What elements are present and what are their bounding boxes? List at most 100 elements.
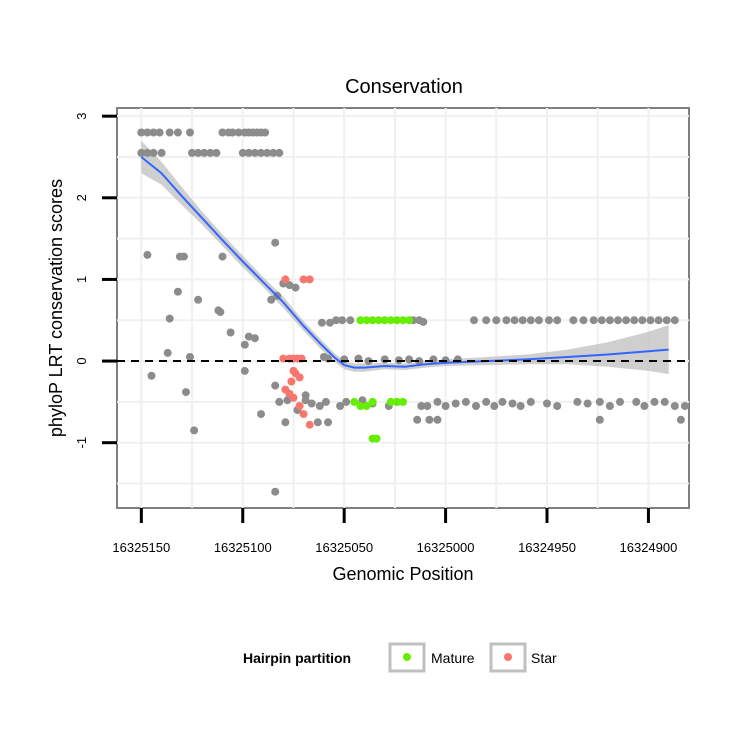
data-point-star: [305, 275, 314, 284]
confidence-ribbon: [141, 140, 669, 375]
data-point-other: [157, 148, 166, 157]
data-point-other: [301, 396, 310, 405]
data-point-other: [182, 388, 190, 397]
data-point-other: [228, 128, 237, 137]
data-point-other: [332, 316, 341, 325]
data-point-other: [417, 402, 426, 410]
data-point-other: [163, 348, 172, 357]
data-point-other: [616, 397, 624, 406]
data-point-other: [271, 487, 280, 496]
data-point-other: [186, 128, 194, 137]
data-point-other: [336, 402, 345, 410]
data-point-other: [143, 250, 152, 259]
data-point-mature: [356, 316, 365, 325]
x-tick-label: 16324950: [518, 540, 576, 555]
data-point-other: [526, 397, 535, 406]
data-point-other: [425, 415, 434, 424]
data-point-other: [165, 128, 174, 137]
data-point-other: [595, 397, 604, 406]
smooth-line: [140, 156, 669, 369]
data-point-other: [147, 371, 156, 380]
data-point-other: [283, 396, 292, 405]
data-point-other: [415, 357, 424, 366]
data-point-other: [218, 128, 227, 137]
data-point-other: [234, 128, 243, 137]
data-point-other: [137, 148, 146, 157]
data-point-other: [510, 316, 519, 325]
data-point-star: [281, 275, 290, 284]
data-point-other: [662, 316, 671, 325]
data-point-other: [338, 316, 347, 325]
data-point-other: [498, 397, 507, 406]
data-point-other: [433, 397, 442, 406]
data-point-other: [583, 399, 592, 408]
data-point-mature: [399, 397, 407, 406]
data-point-star: [305, 420, 314, 429]
data-point-other: [250, 148, 259, 157]
data-point-other: [244, 148, 253, 157]
data-point-other: [490, 402, 499, 410]
data-point-other: [364, 357, 373, 366]
data-point-mature: [392, 397, 401, 406]
x-tick-label: 16325050: [315, 540, 373, 555]
smooth-line-layer: [140, 156, 669, 369]
data-point-other: [670, 316, 679, 325]
data-point-other: [534, 316, 543, 325]
y-tick-label: 1: [74, 276, 89, 283]
data-point-other: [516, 402, 525, 410]
data-point-other: [342, 397, 351, 406]
data-point-other: [526, 316, 535, 325]
data-point-other: [640, 402, 649, 410]
data-point-other: [238, 148, 247, 157]
data-point-other: [155, 128, 164, 137]
data-point-other: [137, 128, 146, 137]
data-point-other: [244, 332, 253, 341]
data-point-other: [206, 148, 215, 157]
data-point-other: [313, 418, 322, 427]
confidence-ribbon-layer: [141, 140, 669, 375]
chart-title: Conservation: [345, 76, 463, 98]
data-point-star: [287, 377, 296, 386]
data-point-other: [149, 148, 158, 157]
data-point-other: [190, 426, 199, 435]
data-point-mature: [362, 316, 371, 325]
data-point-mature: [399, 316, 407, 325]
legend-dot-mature: [403, 653, 411, 661]
data-point-star: [295, 373, 304, 382]
data-point-star: [295, 402, 304, 410]
data-point-other: [470, 316, 478, 325]
data-point-mature: [368, 397, 377, 406]
data-point-other: [630, 316, 639, 325]
data-point-other: [419, 317, 428, 326]
data-point-other: [595, 415, 604, 424]
data-point-other: [660, 397, 669, 406]
data-point-other: [186, 353, 194, 361]
y-tick-label: -1: [74, 437, 89, 449]
data-point-other: [218, 252, 227, 261]
data-point-mature: [350, 397, 359, 406]
data-point-other: [263, 148, 272, 157]
data-point-other: [267, 295, 276, 304]
data-point-other: [271, 238, 280, 247]
data-point-other: [461, 397, 470, 406]
data-point-other: [579, 316, 588, 325]
data-point-other: [212, 148, 221, 157]
data-point-other: [518, 316, 527, 325]
data-point-other: [307, 399, 316, 408]
data-point-other: [143, 128, 152, 137]
data-point-other: [188, 148, 196, 157]
data-point-other: [553, 402, 562, 410]
data-point-other: [589, 316, 598, 325]
data-point-other: [194, 295, 203, 304]
data-point-other: [433, 415, 442, 424]
data-point-other: [291, 283, 300, 292]
x-tick-label: 16325150: [112, 540, 170, 555]
data-point-other: [380, 355, 389, 364]
data-point-other: [321, 397, 330, 406]
legend: Hairpin partition Mature Star: [243, 642, 557, 673]
x-tick-label: 16325000: [417, 540, 475, 555]
data-point-other: [553, 316, 562, 325]
data-point-other: [508, 399, 517, 408]
data-point-star: [299, 410, 308, 419]
legend-title: Hairpin partition: [243, 650, 351, 666]
